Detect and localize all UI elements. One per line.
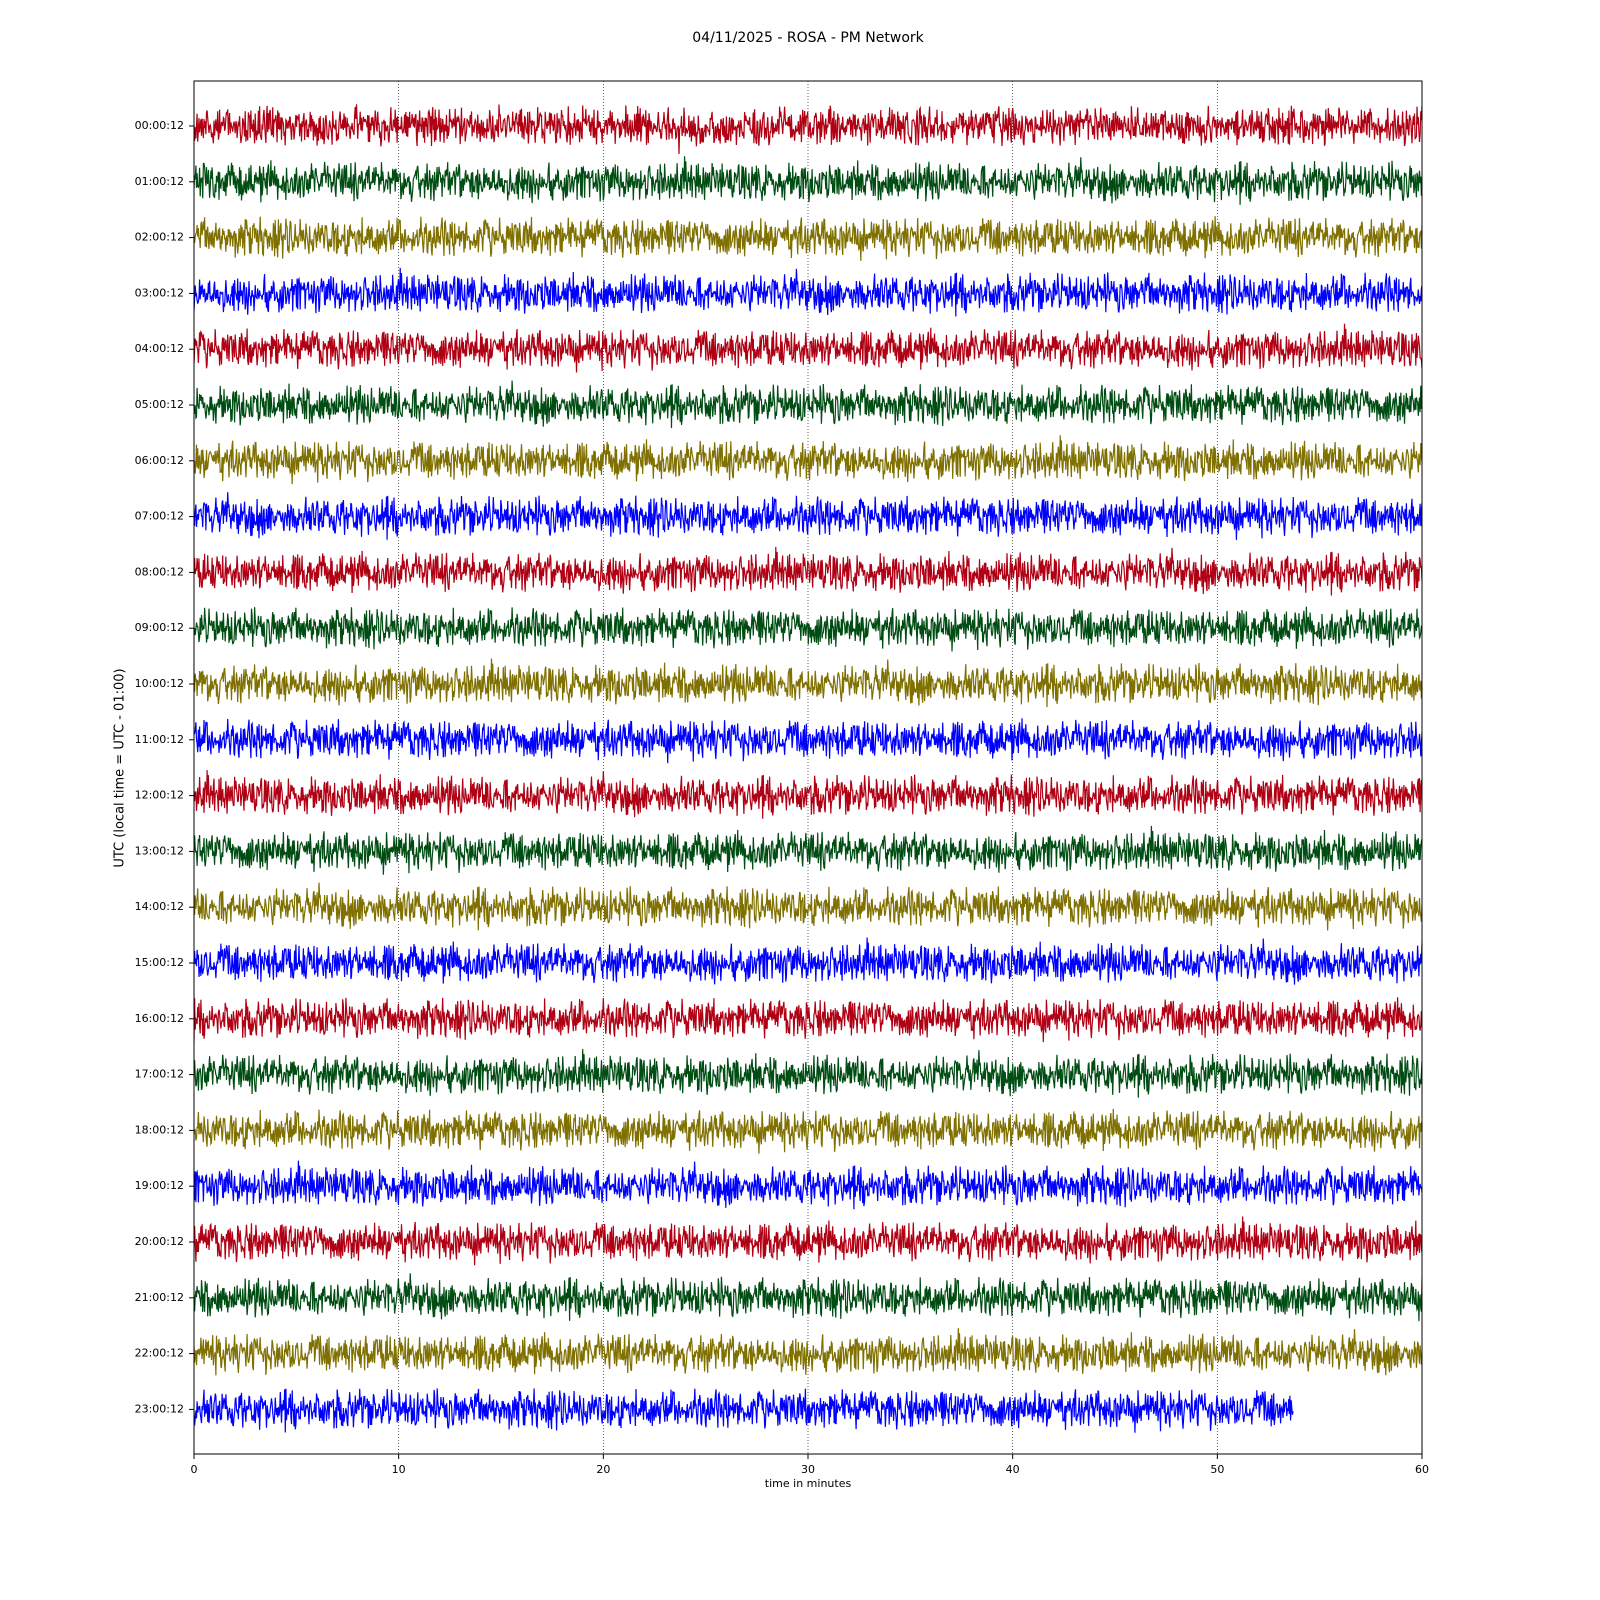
y-tick-label: 05:00:12 bbox=[135, 398, 184, 411]
trace bbox=[194, 606, 1422, 652]
y-tick-label: 03:00:12 bbox=[135, 286, 184, 299]
y-tick-label: 01:00:12 bbox=[135, 175, 184, 188]
y-tick-label: 07:00:12 bbox=[135, 510, 184, 523]
trace bbox=[194, 937, 1422, 985]
x-tick-label: 40 bbox=[1006, 1463, 1020, 1476]
trace bbox=[194, 492, 1422, 540]
trace bbox=[194, 1108, 1422, 1154]
y-tick-label: 08:00:12 bbox=[135, 565, 184, 578]
trace bbox=[194, 718, 1422, 764]
y-tick-label: 14:00:12 bbox=[135, 900, 184, 913]
y-tick-label: 15:00:12 bbox=[135, 956, 184, 969]
trace bbox=[194, 1160, 1422, 1210]
y-tick-label: 20:00:12 bbox=[135, 1235, 184, 1248]
trace bbox=[194, 267, 1422, 317]
y-tick-label: 02:00:12 bbox=[135, 231, 184, 244]
y-axis-label: UTC (local time = UTC - 01:00) bbox=[113, 668, 128, 867]
x-tick-label: 30 bbox=[801, 1463, 815, 1476]
y-tick-label: 10:00:12 bbox=[135, 677, 184, 690]
y-tick-label: 00:00:12 bbox=[135, 119, 184, 132]
y-tick-label: 22:00:12 bbox=[135, 1347, 184, 1360]
x-tick-label: 20 bbox=[596, 1463, 610, 1476]
trace bbox=[194, 770, 1422, 819]
trace bbox=[194, 997, 1422, 1043]
y-tick-label: 19:00:12 bbox=[135, 1179, 184, 1192]
trace bbox=[194, 435, 1422, 485]
y-tick-label: 13:00:12 bbox=[135, 844, 184, 857]
trace bbox=[194, 216, 1422, 261]
trace bbox=[194, 1388, 1294, 1433]
x-tick-label: 0 bbox=[191, 1463, 198, 1476]
traces bbox=[194, 104, 1422, 1433]
trace bbox=[194, 1328, 1422, 1376]
y-tick-label: 17:00:12 bbox=[135, 1068, 184, 1081]
trace bbox=[194, 882, 1422, 931]
y-tick-label: 21:00:12 bbox=[135, 1291, 184, 1304]
y-tick-label: 06:00:12 bbox=[135, 454, 184, 467]
x-tick-label: 10 bbox=[392, 1463, 406, 1476]
y-tick-label: 23:00:12 bbox=[135, 1402, 184, 1415]
trace bbox=[194, 1049, 1422, 1098]
trace bbox=[194, 104, 1422, 155]
trace bbox=[194, 380, 1422, 429]
x-tick-label: 60 bbox=[1415, 1463, 1429, 1476]
trace bbox=[194, 323, 1422, 373]
y-tick-label: 18:00:12 bbox=[135, 1123, 184, 1136]
y-tick-label: 16:00:12 bbox=[135, 1012, 184, 1025]
trace bbox=[194, 1273, 1422, 1322]
chart-title: 04/11/2025 - ROSA - PM Network bbox=[692, 30, 924, 46]
y-tick-label: 09:00:12 bbox=[135, 621, 184, 634]
trace bbox=[194, 1216, 1422, 1266]
trace bbox=[194, 156, 1422, 205]
x-axis-label: time in minutes bbox=[765, 1477, 852, 1490]
x-tick-label: 50 bbox=[1210, 1463, 1224, 1476]
y-tick-label: 11:00:12 bbox=[135, 733, 184, 746]
y-tick-label: 04:00:12 bbox=[135, 342, 184, 355]
y-tick-label: 12:00:12 bbox=[135, 789, 184, 802]
trace bbox=[194, 658, 1422, 708]
plot-frame bbox=[193, 80, 1423, 1455]
trace bbox=[194, 546, 1422, 596]
trace bbox=[194, 825, 1422, 875]
